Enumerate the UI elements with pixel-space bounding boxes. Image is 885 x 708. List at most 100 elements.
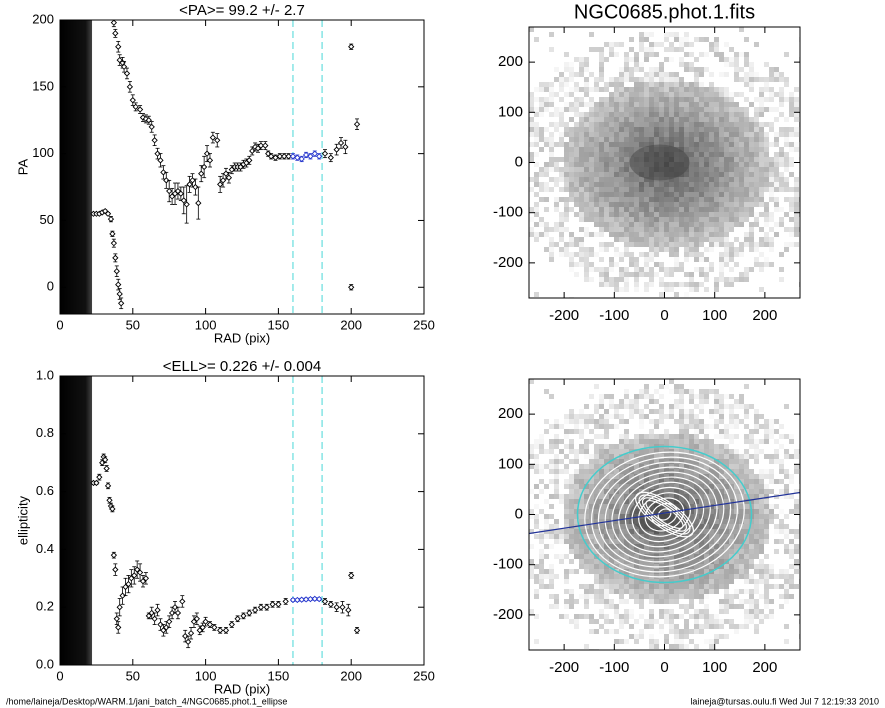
image-pixel — [704, 479, 709, 484]
y-tick-label: 1.0 — [36, 367, 54, 382]
image-pixel — [589, 127, 594, 132]
image-pixel — [774, 479, 779, 484]
image-pixel — [554, 574, 559, 579]
image-pixel — [619, 177, 624, 182]
image-pixel — [614, 97, 619, 102]
image-pixel — [594, 232, 599, 237]
image-pixel — [789, 439, 794, 444]
image-pixel — [584, 584, 589, 589]
image-pixel — [759, 534, 764, 539]
image-pixel — [754, 167, 759, 172]
image-pixel — [719, 207, 724, 212]
image-pixel — [774, 107, 779, 112]
image-pixel — [704, 554, 709, 559]
image-pixel — [654, 419, 659, 424]
image-pixel — [644, 127, 649, 132]
image-pixel — [714, 389, 719, 394]
image-pixel — [714, 242, 719, 247]
image-pixel — [589, 594, 594, 599]
image-pixel — [684, 434, 689, 439]
image-pixel — [684, 207, 689, 212]
image-pixel — [559, 212, 564, 217]
image-pixel — [739, 162, 744, 167]
point — [198, 170, 205, 177]
image-pixel — [669, 182, 674, 187]
image-pixel — [579, 564, 584, 569]
image-pixel — [589, 564, 594, 569]
image-pixel — [574, 192, 579, 197]
isophote — [618, 476, 711, 553]
image-pixel — [569, 409, 574, 414]
image-pixel — [759, 92, 764, 97]
image-pixel — [679, 282, 684, 287]
image-pixel — [554, 202, 559, 207]
image-pixel — [704, 509, 709, 514]
image-pixel — [714, 559, 719, 564]
image-pixel — [709, 624, 714, 629]
image-pixel — [549, 449, 554, 454]
image-pixel — [634, 554, 639, 559]
image-pixel — [629, 484, 634, 489]
image-pixel — [759, 252, 764, 257]
image-pixel — [719, 107, 724, 112]
image-pixel — [714, 494, 719, 499]
image-pixel — [749, 529, 754, 534]
image-pixel — [689, 152, 694, 157]
image-pixel — [739, 504, 744, 509]
image-pixel — [544, 182, 549, 187]
image-pixel — [554, 222, 559, 227]
image-pixel — [724, 257, 729, 262]
image-pixel — [699, 404, 704, 409]
image-pixel — [539, 197, 544, 202]
image-pixel — [534, 182, 539, 187]
image-pixel — [704, 87, 709, 92]
image-pixel — [744, 424, 749, 429]
point — [145, 612, 152, 620]
image-pixel — [599, 152, 604, 157]
image-pixel — [629, 584, 634, 589]
image-pixel — [669, 107, 674, 112]
image-pixel — [714, 112, 719, 117]
image-pixel — [719, 539, 724, 544]
image-pixel — [744, 127, 749, 132]
image-pixel — [654, 584, 659, 589]
image-pixel — [749, 484, 754, 489]
image-pixel — [614, 117, 619, 122]
image-pixel — [669, 434, 674, 439]
image-pixel — [649, 634, 654, 639]
image-pixel — [679, 217, 684, 222]
x-tick-label: 200 — [752, 659, 777, 676]
image-pixel — [644, 394, 649, 399]
image-pixel — [744, 117, 749, 122]
image-pixel — [564, 604, 569, 609]
image-pixel — [734, 102, 739, 107]
image-pixel — [764, 564, 769, 569]
image-pixel — [674, 479, 679, 484]
image-pixel — [644, 439, 649, 444]
image-pixel — [634, 192, 639, 197]
image-pixel — [629, 494, 634, 499]
point — [184, 638, 192, 646]
image-pixel — [629, 444, 634, 449]
x-tick-label: 200 — [752, 307, 777, 324]
image-pixel — [589, 419, 594, 424]
image-pixel — [789, 162, 794, 167]
image-pixel — [679, 127, 684, 132]
image-pixel — [614, 539, 619, 544]
image-pixel — [674, 107, 679, 112]
image-pixel — [574, 459, 579, 464]
image-pixel — [654, 97, 659, 102]
image-pixel — [704, 232, 709, 237]
image-pixel — [579, 197, 584, 202]
image-pixel — [744, 599, 749, 604]
image-pixel — [579, 62, 584, 67]
image-pixel — [544, 97, 549, 102]
image-pixel — [724, 604, 729, 609]
image-pixel — [584, 262, 589, 267]
image-pixel — [709, 242, 714, 247]
image-pixel — [589, 122, 594, 127]
image-pixel — [589, 489, 594, 494]
image-pixel — [689, 464, 694, 469]
image-pixel — [634, 444, 639, 449]
image-pixel — [754, 197, 759, 202]
